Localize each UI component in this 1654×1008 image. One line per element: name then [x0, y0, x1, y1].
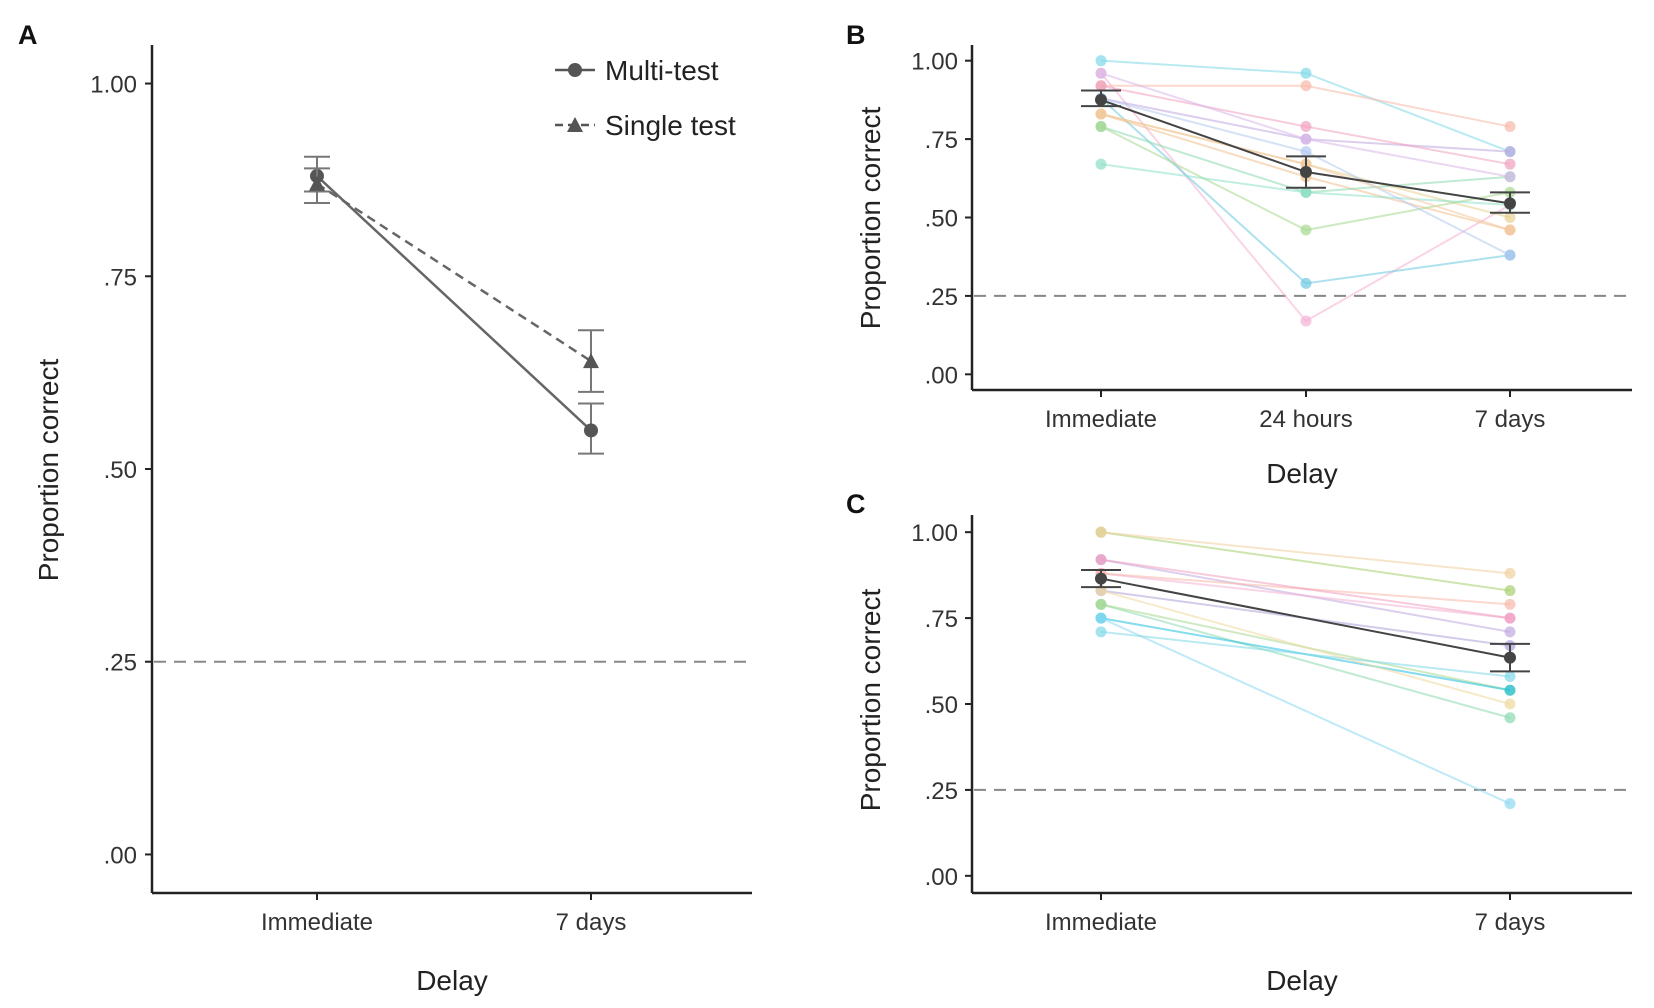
- panel-c-participant-point: [1504, 698, 1516, 710]
- panel-c-mean-point: [1095, 572, 1107, 585]
- panel-b-participant-point: [1300, 67, 1312, 79]
- panel-c-x-tick-label: 7 days: [1475, 909, 1546, 936]
- panel-b-participant-point: [1300, 121, 1312, 133]
- panel-a-series-line: [316, 175, 592, 432]
- panel-c-participant-point: [1504, 684, 1516, 696]
- panel-c-x-axis-title: Delay: [1266, 965, 1338, 996]
- panel-c-participant-point: [1095, 626, 1107, 638]
- panel-b-participant-point: [1300, 186, 1312, 198]
- panel-c-participant-point: [1504, 612, 1516, 624]
- panel-b-participant-point: [1504, 212, 1516, 223]
- panel-b-mean-point: [1504, 197, 1516, 210]
- panel-b-x-tick-label: 7 days: [1475, 406, 1546, 433]
- panel-a-x-axis-title: Delay: [416, 965, 488, 996]
- panel-c-participant-point: [1504, 671, 1516, 683]
- panel-a-legend-marker: [567, 117, 583, 132]
- panel-c-participant-line: [1100, 589, 1511, 705]
- panel-c-participant-point: [1095, 554, 1107, 566]
- panel-b-participant-point: [1095, 80, 1107, 92]
- panel-b-participant-point: [1095, 158, 1107, 170]
- panel-a-x-tick-label: Immediate: [261, 909, 373, 936]
- panel-b-participant-point: [1300, 146, 1312, 158]
- panel-a-series-point: [583, 353, 599, 369]
- panel-b-participant-point: [1504, 121, 1516, 133]
- panel-b-participant-point: [1504, 249, 1516, 261]
- panel-label-c: C: [846, 489, 866, 519]
- panel-b-y-tick-label: .25: [925, 284, 958, 311]
- panel-a-y-tick-label: 1.00: [90, 72, 137, 99]
- panel-b-x-tick-label: 24 hours: [1259, 406, 1352, 433]
- panel-c-participant-point: [1504, 798, 1516, 810]
- panel-b-participant-point: [1300, 133, 1312, 145]
- panel-b-participant-point: [1504, 224, 1516, 236]
- panel-b-participant-point: [1504, 171, 1516, 183]
- panel-c-mean-point: [1504, 651, 1516, 664]
- panel-c-participant-line: [1100, 603, 1511, 719]
- panel-c-participant-point: [1095, 598, 1107, 610]
- panel-b-participant-point: [1504, 158, 1516, 170]
- panel-b-participant-point: [1095, 55, 1107, 67]
- panel-b-y-axis-title: Proportion correct: [855, 107, 886, 330]
- panel-c-participant-line: [1100, 630, 1511, 678]
- panel-c-participant-point: [1504, 598, 1516, 610]
- panel-c-participant-line: [1100, 558, 1511, 620]
- panel-c-y-tick-label: .75: [925, 606, 958, 633]
- panel-a-y-axis-title: Proportion correct: [33, 359, 64, 582]
- panel-c-participant-point: [1504, 585, 1516, 597]
- panel-b-participant-point: [1095, 67, 1107, 79]
- panel-c-x-tick-label: Immediate: [1045, 909, 1157, 936]
- panel-b-y-tick-label: 1.00: [911, 49, 958, 76]
- panel-a-series-point: [584, 423, 598, 438]
- panel-c-participant-line: [1100, 572, 1511, 620]
- panel-c-participant-line: [1100, 531, 1511, 592]
- panel-c-mean-line: [1100, 577, 1511, 659]
- panel-c-participant-point: [1504, 712, 1516, 724]
- panel-a-plot: .00 .25 .50 .75 1.00 Immediate 7 days Delay Prop…: [33, 45, 752, 996]
- panel-b-participant-point: [1504, 146, 1516, 158]
- panel-a-y-tick-label: .75: [104, 264, 137, 291]
- panel-b-participant-point: [1095, 121, 1107, 133]
- panel-a-legend-label: Multi-test: [605, 55, 719, 86]
- panel-c-plot: .00 .25 .50 .75 1.00 Immediate 7 days Delay Prop…: [855, 515, 1632, 996]
- panel-b-participant-point: [1300, 80, 1312, 92]
- panel-b-mean-point: [1095, 93, 1107, 106]
- panel-b-participant-point: [1300, 224, 1312, 236]
- panel-a-y-tick-label: .25: [104, 650, 137, 677]
- panel-a-y-tick-label: .00: [104, 842, 137, 869]
- panel-b-participant-point: [1300, 277, 1312, 289]
- panel-c-y-tick-label: .25: [925, 778, 958, 805]
- panel-b-x-axis-title: Delay: [1266, 458, 1338, 489]
- panel-b-x-tick-label: Immediate: [1045, 406, 1157, 433]
- panel-label-b: B: [846, 20, 866, 50]
- panel-c-participant-line: [1100, 531, 1511, 575]
- panel-b-plot: .00 .25 .50 .75 1.00 Immediate 24 hours 7 days D…: [855, 45, 1632, 489]
- panel-a-y-tick-label: .50: [104, 457, 137, 484]
- panel-a-x-tick-label: 7 days: [556, 909, 627, 936]
- panel-a-legend-marker: [568, 63, 582, 77]
- panel-c-participant-point: [1095, 612, 1107, 624]
- panel-label-a: A: [18, 20, 38, 50]
- panel-b-participant-point: [1300, 315, 1312, 327]
- panel-c-y-tick-label: .50: [925, 692, 958, 719]
- panel-c-y-tick-label: .00: [925, 864, 958, 891]
- panel-b-y-tick-label: .00: [925, 362, 958, 389]
- panel-c-participant-point: [1504, 626, 1516, 638]
- panel-c-participant-line: [1100, 617, 1511, 805]
- panel-a-series-line: [316, 182, 592, 363]
- panel-c-participant-point: [1504, 567, 1516, 579]
- panel-b-y-tick-label: .75: [925, 127, 958, 154]
- panel-a-series-point: [309, 175, 325, 191]
- panel-b-mean-point: [1300, 166, 1312, 179]
- panel-b-participant-point: [1095, 108, 1107, 120]
- panel-a-legend-label: Single test: [605, 110, 736, 141]
- panel-b-y-tick-label: .50: [925, 206, 958, 233]
- panel-c-participant-point: [1095, 526, 1107, 538]
- panel-c-y-tick-label: 1.00: [911, 520, 958, 547]
- panel-c-y-axis-title: Proportion correct: [855, 589, 886, 812]
